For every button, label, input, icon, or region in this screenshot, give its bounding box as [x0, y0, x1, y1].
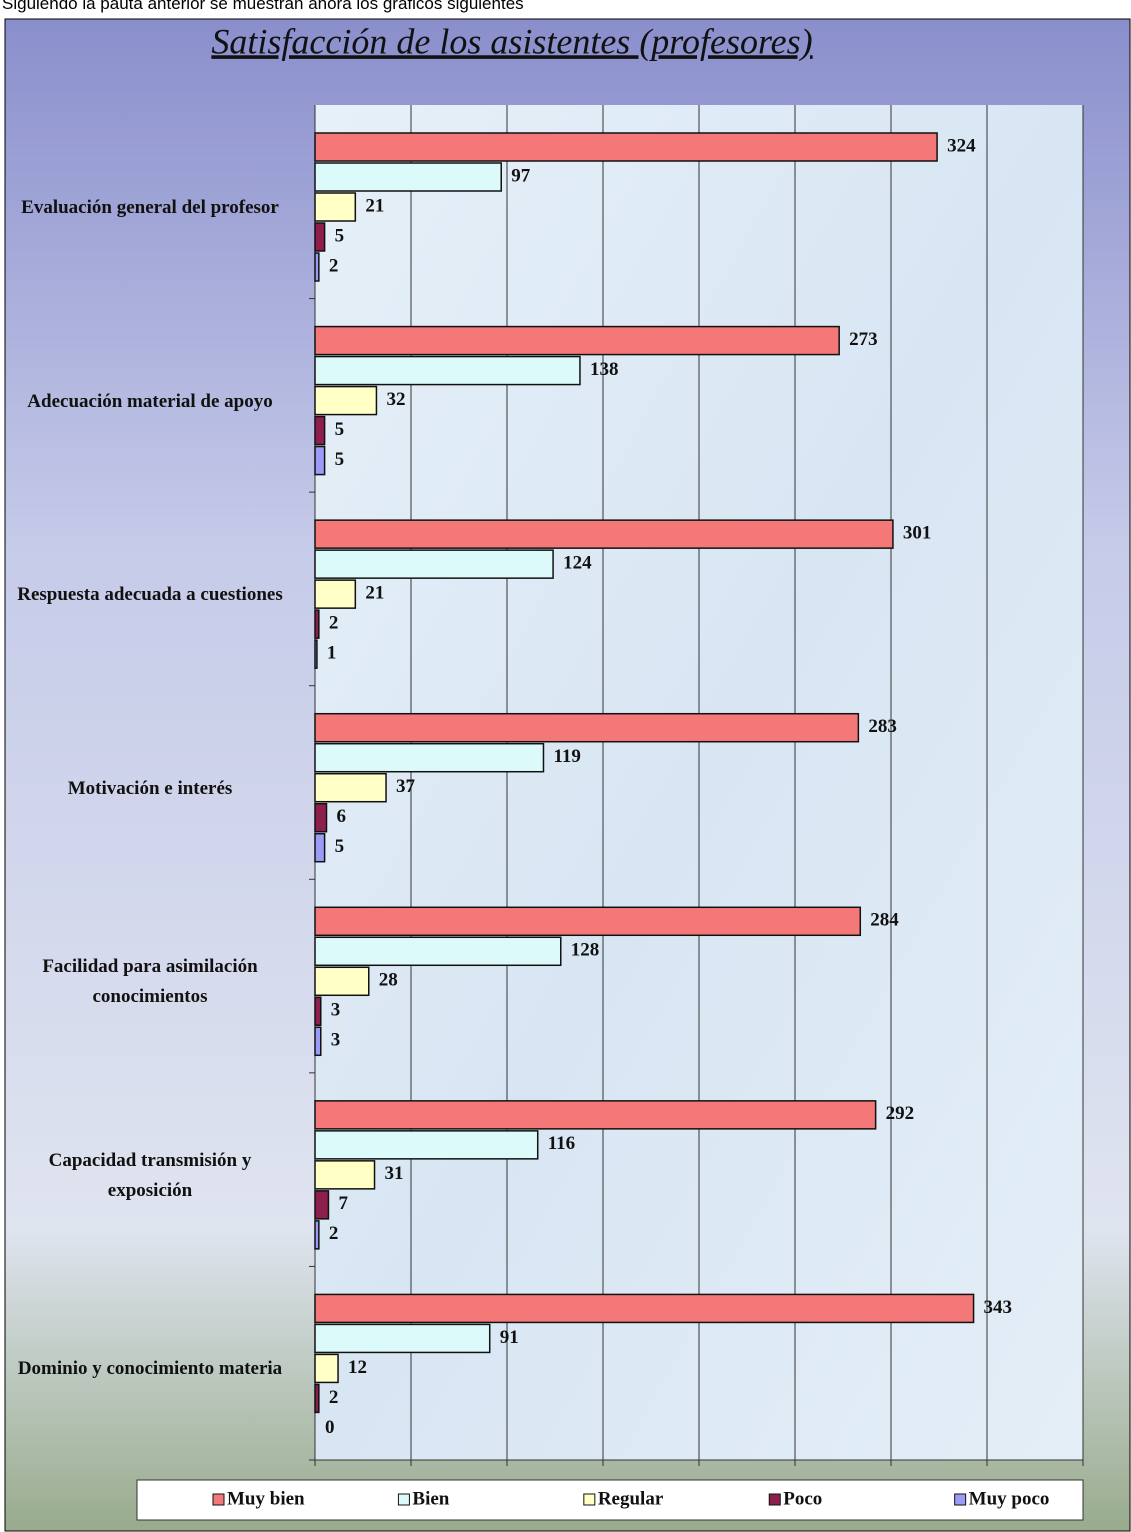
legend-swatch — [212, 1493, 225, 1506]
value-label: 119 — [553, 746, 580, 767]
value-label: 128 — [571, 940, 600, 961]
value-label: 3 — [331, 1000, 341, 1021]
bar — [314, 1323, 491, 1354]
bar — [314, 832, 326, 863]
bar — [314, 519, 894, 549]
bar — [314, 639, 318, 669]
value-label: 138 — [590, 359, 619, 380]
bar — [314, 802, 328, 833]
value-label: 5 — [335, 449, 345, 470]
bar — [314, 132, 938, 162]
bar — [314, 252, 320, 282]
bar — [314, 996, 322, 1027]
bar — [314, 1130, 539, 1160]
value-label: 116 — [548, 1133, 575, 1154]
bar — [314, 549, 554, 579]
chart-title: Satisfacción de los asistentes (profesor… — [211, 21, 812, 61]
value-label: 2 — [329, 613, 339, 634]
value-label: 97 — [511, 165, 531, 186]
category-label: Dominio y conocimiento materia — [17, 1358, 283, 1380]
value-label: 3 — [331, 1030, 341, 1051]
bar — [314, 1383, 320, 1414]
bar — [314, 1160, 376, 1190]
bar — [314, 609, 320, 639]
bar — [314, 222, 326, 252]
bar — [314, 579, 357, 609]
bar — [314, 1353, 339, 1384]
legend-label: Muy bien — [227, 1488, 305, 1509]
legend-swatch — [397, 1493, 410, 1506]
value-label: 5 — [335, 836, 345, 857]
legend-swatch — [768, 1493, 781, 1506]
legend-box — [136, 1479, 1084, 1521]
value-label: 2 — [329, 1387, 339, 1408]
value-label: 292 — [886, 1103, 915, 1124]
value-label: 5 — [335, 419, 345, 440]
legend-label: Bien — [412, 1488, 449, 1509]
value-label: 91 — [500, 1327, 519, 1348]
value-label: 124 — [563, 553, 592, 574]
category-label: Evaluación general del profesor — [21, 197, 279, 218]
legend-label: Muy poco — [969, 1488, 1050, 1509]
value-label: 37 — [396, 776, 416, 797]
value-label: 5 — [335, 225, 345, 246]
legend-label: Poco — [783, 1488, 822, 1509]
legend-label: Regular — [598, 1488, 664, 1509]
value-label: 12 — [348, 1357, 367, 1378]
value-label: 2 — [329, 1223, 339, 1244]
bar — [314, 385, 378, 416]
value-label: 343 — [984, 1297, 1013, 1318]
bar — [314, 415, 326, 446]
category-label: Facilidad para asimilación conocimientos — [42, 956, 258, 1008]
bar — [314, 772, 387, 803]
value-label: 1 — [327, 643, 337, 664]
bar — [314, 742, 545, 773]
category-label: Respuesta adecuada a cuestiones — [17, 584, 283, 606]
legend-swatch — [583, 1493, 596, 1506]
value-label: 31 — [385, 1163, 404, 1184]
bar — [314, 906, 862, 937]
bar — [314, 192, 357, 222]
value-label: 283 — [868, 716, 897, 737]
bar — [314, 1100, 877, 1130]
bar — [314, 1190, 330, 1220]
bar — [314, 936, 562, 967]
value-label: 28 — [379, 970, 398, 991]
bar — [314, 162, 502, 192]
value-label: 273 — [849, 329, 878, 350]
bar — [314, 1293, 975, 1324]
legend-swatch — [954, 1493, 967, 1506]
value-label: 284 — [870, 910, 899, 931]
category-label: Adecuación material de apoyo — [27, 390, 273, 412]
value-label: 32 — [386, 389, 405, 410]
category-label: Motivación e interés — [67, 777, 233, 799]
value-label: 0 — [325, 1417, 335, 1438]
intro-text: Siguiendo la pauta anterior se muestran … — [2, 0, 524, 13]
value-label: 301 — [903, 523, 932, 544]
bar — [314, 445, 326, 476]
value-label: 2 — [329, 255, 339, 276]
bar — [314, 355, 581, 386]
bar — [314, 966, 370, 997]
bar — [314, 1026, 322, 1057]
value-label: 6 — [337, 806, 347, 827]
bar — [314, 1220, 320, 1250]
category-label: Capacidad transmisión y exposición — [48, 1149, 252, 1201]
bar — [314, 325, 840, 356]
bar — [314, 712, 860, 743]
value-label: 21 — [365, 195, 384, 216]
value-label: 21 — [365, 583, 384, 604]
value-label: 7 — [338, 1193, 348, 1214]
value-label: 324 — [947, 135, 976, 156]
